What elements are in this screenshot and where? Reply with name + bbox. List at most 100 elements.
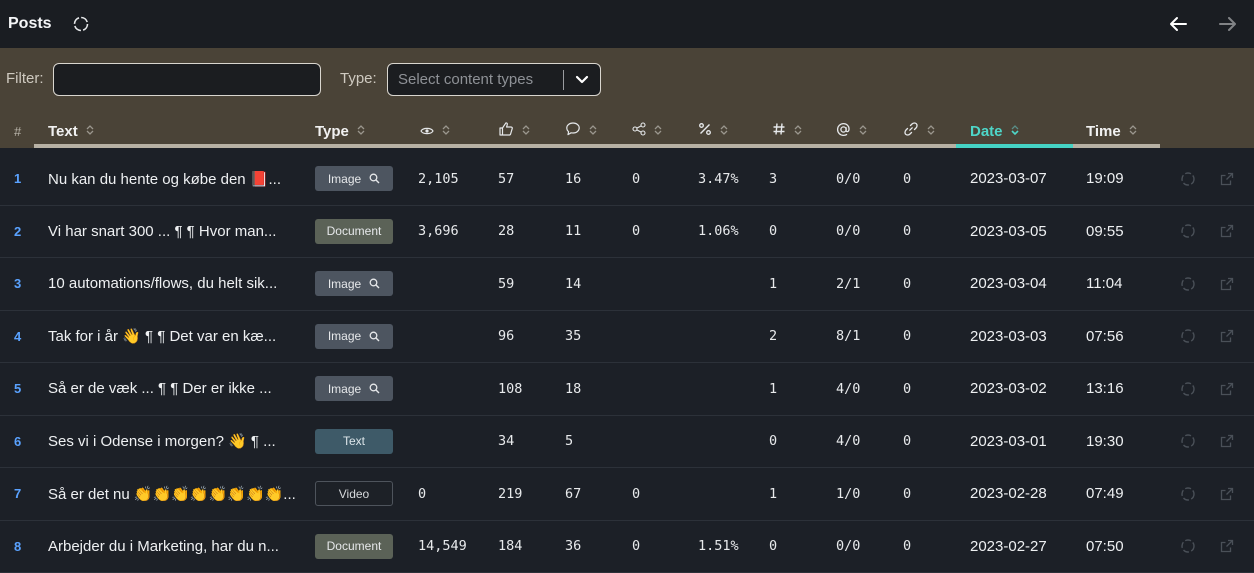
content-type-badge[interactable]: Document xyxy=(315,534,393,559)
sort-icon[interactable] xyxy=(927,123,935,140)
mentions-value: 0/0 xyxy=(836,521,860,572)
comment-icon xyxy=(565,121,581,141)
external-link-icon[interactable] xyxy=(1220,521,1234,572)
content-type-badge[interactable]: Image xyxy=(315,166,393,191)
post-text[interactable]: Vi har snart 300 ... ¶ ¶ Hvor man... xyxy=(48,206,276,257)
external-link-icon[interactable] xyxy=(1220,206,1234,257)
post-text[interactable]: Så er det nu 👏👏👏👏👏👏👏👏... xyxy=(48,468,296,519)
post-text[interactable]: 10 automations/flows, du helt sik... xyxy=(48,258,277,309)
content-type-label: Image xyxy=(328,382,361,396)
table-row[interactable]: 4 Tak for i år 👋 ¶ ¶ Det var en kæ... Im… xyxy=(0,311,1254,364)
table-row[interactable]: 6 Ses vi i Odense i morgen? 👋 ¶ ... Text… xyxy=(0,416,1254,469)
eye-icon xyxy=(420,123,434,140)
column-header-time[interactable]: Time xyxy=(1086,117,1137,145)
likes-value: 57 xyxy=(498,153,514,204)
hashtags-value: 0 xyxy=(769,206,777,257)
table-row[interactable]: 8 Arbejder du i Marketing, har du n... D… xyxy=(0,521,1254,573)
search-icon[interactable] xyxy=(369,331,380,342)
post-text[interactable]: Ses vi i Odense i morgen? 👋 ¶ ... xyxy=(48,416,276,467)
content-type-badge[interactable]: Video xyxy=(315,481,393,506)
content-type-badge[interactable]: Text xyxy=(315,429,393,454)
likes-value: 34 xyxy=(498,416,514,467)
external-link-icon[interactable] xyxy=(1220,311,1234,362)
post-text[interactable]: Så er de væk ... ¶ ¶ Der er ikke ... xyxy=(48,363,272,414)
content-type-select[interactable]: Select content types xyxy=(387,63,601,96)
column-header-shares[interactable] xyxy=(632,117,662,145)
refresh-row-icon[interactable] xyxy=(1180,311,1196,362)
column-header-views[interactable] xyxy=(420,117,450,145)
sort-icon[interactable] xyxy=(720,123,728,140)
forward-arrow-icon[interactable] xyxy=(1216,12,1240,36)
views-value: 2,105 xyxy=(418,153,459,204)
links-value: 0 xyxy=(903,416,911,467)
hashtags-value: 1 xyxy=(769,258,777,309)
column-header-mentions[interactable] xyxy=(836,117,867,145)
sort-icon[interactable] xyxy=(1129,123,1137,140)
post-text[interactable]: Arbejder du i Marketing, har du n... xyxy=(48,521,279,572)
refresh-row-icon[interactable] xyxy=(1180,206,1196,257)
sort-icon[interactable] xyxy=(522,123,530,140)
refresh-row-icon[interactable] xyxy=(1180,153,1196,204)
table-row[interactable]: 3 10 automations/flows, du helt sik... I… xyxy=(0,258,1254,311)
table-row[interactable]: 5 Så er de væk ... ¶ ¶ Der er ikke ... I… xyxy=(0,363,1254,416)
refresh-row-icon[interactable] xyxy=(1180,468,1196,519)
content-type-badge[interactable]: Image xyxy=(315,376,393,401)
refresh-row-icon[interactable] xyxy=(1180,258,1196,309)
external-link-icon[interactable] xyxy=(1220,416,1234,467)
percent-icon xyxy=(698,122,712,140)
post-text[interactable]: Nu kan du hente og købe den 📕... xyxy=(48,153,281,204)
column-header-likes[interactable] xyxy=(498,117,530,145)
column-header-text[interactable]: Text xyxy=(48,117,94,145)
external-link-icon[interactable] xyxy=(1220,363,1234,414)
column-header-comments[interactable] xyxy=(565,117,597,145)
table-row[interactable]: 2 Vi har snart 300 ... ¶ ¶ Hvor man... D… xyxy=(0,206,1254,259)
row-number: 2 xyxy=(14,206,21,257)
post-text[interactable]: Tak for i år 👋 ¶ ¶ Det var en kæ... xyxy=(48,311,276,362)
content-type-badge[interactable]: Document xyxy=(315,219,393,244)
type-select-placeholder: Select content types xyxy=(398,71,563,88)
shares-value: 0 xyxy=(632,468,640,519)
filter-input[interactable] xyxy=(53,63,321,96)
column-header-date[interactable]: Date xyxy=(970,117,1019,145)
column-header-percent[interactable] xyxy=(698,117,728,145)
content-type-badge[interactable]: Image xyxy=(315,271,393,296)
sort-icon[interactable] xyxy=(357,123,365,140)
search-icon[interactable] xyxy=(369,278,380,289)
back-arrow-icon[interactable] xyxy=(1166,12,1190,36)
column-header-hashtags[interactable] xyxy=(772,117,802,145)
post-time: 13:16 xyxy=(1086,363,1124,414)
refresh-row-icon[interactable] xyxy=(1180,363,1196,414)
table-row[interactable]: 1 Nu kan du hente og købe den 📕... Image… xyxy=(0,153,1254,206)
sort-icon[interactable] xyxy=(442,123,450,140)
search-icon[interactable] xyxy=(369,383,380,394)
sort-icon[interactable] xyxy=(859,123,867,140)
sort-descending-icon[interactable] xyxy=(1011,123,1019,140)
chevron-down-icon[interactable] xyxy=(564,75,600,85)
mention-icon xyxy=(836,122,851,141)
sort-icon[interactable] xyxy=(86,123,94,140)
table-row[interactable]: 7 Så er det nu 👏👏👏👏👏👏👏👏... Video 0 219 6… xyxy=(0,468,1254,521)
refresh-row-icon[interactable] xyxy=(1180,521,1196,572)
sort-icon[interactable] xyxy=(654,123,662,140)
sort-icon[interactable] xyxy=(589,123,597,140)
refresh-row-icon[interactable] xyxy=(1180,416,1196,467)
likes-value: 28 xyxy=(498,206,514,257)
shares-value: 0 xyxy=(632,206,640,257)
external-link-icon[interactable] xyxy=(1220,258,1234,309)
post-time: 11:04 xyxy=(1086,258,1122,309)
content-type-badge[interactable]: Image xyxy=(315,324,393,349)
title-bar: Posts xyxy=(0,0,1254,48)
column-header-type-label: Type xyxy=(315,123,349,140)
links-value: 0 xyxy=(903,363,911,414)
links-value: 0 xyxy=(903,206,911,257)
search-icon[interactable] xyxy=(369,173,380,184)
column-header-type[interactable]: Type xyxy=(315,117,365,145)
posts-table: 1 Nu kan du hente og købe den 📕... Image… xyxy=(0,153,1254,573)
column-header-text-label: Text xyxy=(48,123,78,140)
external-link-icon[interactable] xyxy=(1220,468,1234,519)
external-link-icon[interactable] xyxy=(1220,153,1234,204)
likes-value: 219 xyxy=(498,468,522,519)
refresh-icon[interactable] xyxy=(72,15,90,33)
column-header-links[interactable] xyxy=(903,117,935,145)
sort-icon[interactable] xyxy=(794,123,802,140)
